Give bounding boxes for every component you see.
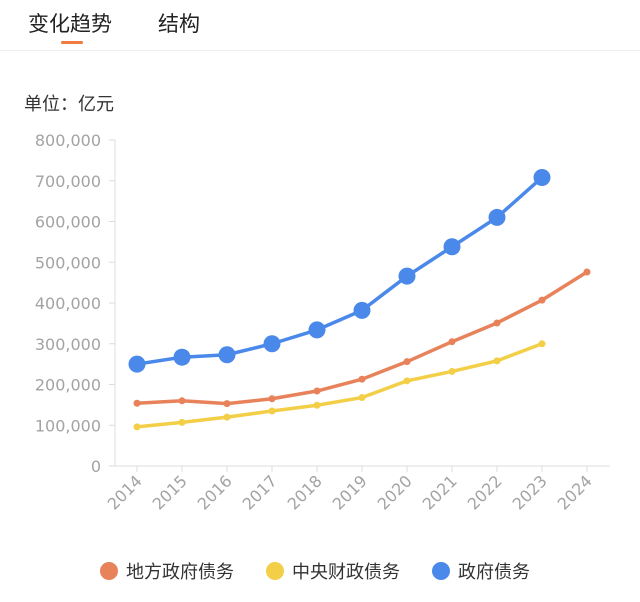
legend-item-gov-debt[interactable]: 政府债务: [432, 558, 530, 584]
y-tick-label: 300,000: [35, 335, 101, 354]
legend-item-local-debt[interactable]: 地方政府债务: [100, 558, 234, 584]
data-point-central-debt: [493, 357, 501, 365]
data-point-gov-debt: [263, 335, 281, 353]
x-tick-label: 2017: [239, 471, 281, 513]
y-tick-label: 100,000: [35, 416, 101, 435]
data-point-local-debt: [268, 395, 276, 403]
data-point-central-debt: [133, 423, 141, 431]
y-tick-label: 800,000: [35, 131, 101, 150]
unit-label: 单位：亿元: [24, 94, 114, 115]
tab-structure[interactable]: 结构: [158, 12, 200, 36]
x-tick-label: 2024: [554, 471, 596, 513]
x-tick-label: 2014: [104, 471, 146, 513]
data-point-central-debt: [448, 367, 456, 375]
data-point-local-debt: [358, 375, 366, 383]
y-tick-label: 200,000: [35, 376, 101, 395]
x-tick-label: 2018: [284, 471, 326, 513]
legend-label-gov-debt: 政府债务: [458, 562, 530, 583]
x-tick-label: 2019: [329, 471, 371, 513]
data-point-gov-debt: [488, 208, 506, 226]
tab-trend[interactable]: 变化趋势: [28, 12, 112, 36]
data-point-gov-debt: [218, 346, 236, 364]
chart-legend: 地方政府债务 中央财政债务 政府债务: [0, 558, 640, 588]
legend-marker-local-debt: [100, 562, 118, 580]
series-line-central-debt: [135, 342, 544, 429]
x-tick-label: 2023: [509, 471, 551, 513]
y-tick-label: 400,000: [35, 294, 101, 313]
data-point-central-debt: [223, 413, 231, 421]
legend-label-central-debt: 中央财政债务: [292, 562, 400, 583]
data-point-gov-debt: [533, 168, 551, 186]
data-point-local-debt: [448, 338, 456, 346]
data-point-gov-debt: [128, 355, 146, 373]
data-point-central-debt: [358, 394, 366, 402]
x-tick-label: 2016: [194, 471, 236, 513]
x-tick-label: 2021: [419, 471, 461, 513]
x-tick-label: 2022: [464, 471, 506, 513]
data-point-local-debt: [493, 319, 501, 327]
tab-bar: 变化趋势 结构: [0, 0, 640, 51]
series-line-gov-debt: [135, 175, 544, 366]
y-tick-label: 0: [91, 457, 101, 476]
data-point-local-debt: [133, 399, 141, 407]
data-point-local-debt: [223, 400, 231, 408]
data-point-central-debt: [538, 340, 546, 348]
x-tick-label: 2015: [149, 471, 191, 513]
y-tick-label: 500,000: [35, 253, 101, 272]
line-chart: 0 100,000 200,000 300,000 400,000 500,000 600,…: [35, 131, 610, 514]
x-tick-label: 2020: [374, 471, 416, 513]
data-point-local-debt: [313, 387, 321, 395]
active-tab-indicator: [61, 41, 83, 44]
legend-marker-central-debt: [266, 562, 284, 580]
data-point-central-debt: [403, 377, 411, 385]
data-point-gov-debt: [353, 301, 371, 319]
legend-marker-gov-debt: [432, 562, 450, 580]
data-point-gov-debt: [173, 348, 191, 366]
data-point-central-debt: [313, 401, 321, 409]
legend-item-central-debt[interactable]: 中央财政债务: [266, 558, 400, 584]
data-point-central-debt: [268, 407, 276, 415]
data-point-gov-debt: [308, 321, 326, 339]
y-tick-label: 600,000: [35, 213, 101, 232]
data-point-local-debt: [538, 296, 546, 304]
legend-label-local-debt: 地方政府债务: [126, 562, 234, 583]
series-line-local-debt: [135, 270, 589, 406]
y-tick-label: 700,000: [35, 172, 101, 191]
data-point-local-debt: [178, 397, 186, 405]
data-point-central-debt: [178, 418, 186, 426]
data-point-local-debt: [583, 268, 591, 276]
data-point-gov-debt: [443, 238, 461, 256]
data-point-local-debt: [403, 358, 411, 366]
data-point-gov-debt: [398, 267, 416, 285]
